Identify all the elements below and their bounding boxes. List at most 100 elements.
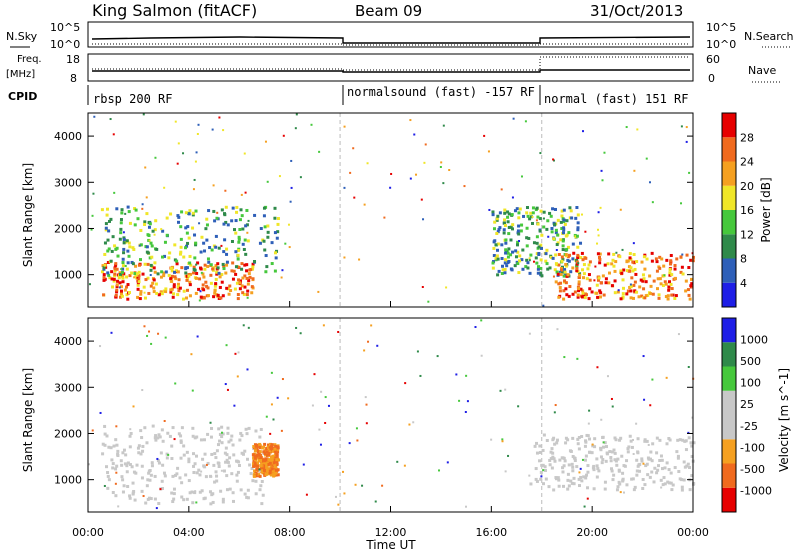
data-cell — [342, 470, 345, 473]
data-cell — [474, 326, 477, 329]
data-cell — [288, 246, 291, 249]
data-cell — [206, 264, 210, 268]
data-cell — [609, 467, 613, 471]
data-cell — [588, 450, 592, 454]
data-cell — [136, 446, 140, 450]
data-cell — [535, 219, 538, 222]
y-tick-label: 4000 — [54, 130, 82, 143]
data-cell — [115, 207, 119, 211]
data-cell — [576, 245, 580, 249]
data-cell — [570, 481, 574, 485]
cpid-strip: CPID rbsp 200 RF normalsound (fast) -157… — [8, 85, 689, 106]
data-cell — [265, 464, 269, 468]
data-cell — [674, 294, 678, 298]
data-cell — [613, 269, 617, 273]
data-cell — [264, 140, 267, 143]
data-cell — [105, 434, 109, 438]
data-cell — [175, 262, 179, 266]
data-cell — [103, 484, 106, 487]
data-cell — [593, 279, 596, 282]
data-cell — [630, 477, 634, 481]
data-cell — [121, 261, 125, 265]
data-cell — [176, 220, 180, 224]
data-cell — [503, 258, 507, 262]
data-cell — [629, 439, 633, 443]
data-cell — [215, 449, 219, 453]
data-cell — [688, 466, 692, 470]
data-cell — [220, 208, 224, 212]
data-cell — [576, 253, 580, 257]
data-cell — [112, 277, 116, 281]
data-cell — [563, 270, 567, 274]
data-cell — [515, 243, 519, 247]
data-cell — [635, 260, 639, 264]
x-tick-label: 12:00 — [375, 526, 407, 539]
data-cell — [510, 268, 514, 272]
data-cell — [552, 488, 556, 492]
data-cell — [153, 270, 157, 274]
data-cell — [214, 282, 218, 286]
data-cell — [633, 280, 637, 284]
data-cell — [670, 287, 674, 291]
data-cell — [526, 214, 530, 218]
nsky-strip: N.Sky 10^5 10^0 N.Search 10^5 10^0 — [6, 21, 794, 51]
data-cell — [202, 464, 206, 468]
data-cell — [533, 444, 537, 448]
data-cell — [146, 262, 150, 266]
data-cell — [503, 267, 507, 271]
data-cell — [226, 431, 230, 435]
data-cell — [263, 248, 267, 252]
data-cell — [627, 265, 631, 269]
data-cell — [164, 336, 167, 339]
data-cell — [612, 448, 616, 452]
data-cell — [271, 463, 275, 467]
data-cell — [568, 206, 572, 210]
data-cell — [266, 235, 270, 239]
data-cell — [231, 443, 235, 447]
data-cell — [174, 277, 178, 281]
data-cell — [370, 324, 373, 327]
data-cell — [169, 288, 173, 292]
data-cell — [106, 238, 110, 242]
data-cell — [205, 284, 209, 288]
data-cell — [210, 248, 214, 252]
data-cell — [146, 233, 150, 237]
data-cell — [643, 439, 647, 443]
data-cell — [549, 450, 553, 454]
data-cell — [140, 464, 144, 468]
data-cell — [268, 469, 272, 473]
data-cell — [664, 282, 668, 286]
data-cell — [324, 396, 327, 399]
colorbar-frame — [721, 317, 737, 513]
data-cell — [124, 453, 128, 457]
data-cell — [162, 471, 166, 475]
data-cell — [250, 285, 254, 289]
data-cell — [563, 222, 567, 226]
data-cell — [120, 268, 123, 271]
data-cell — [584, 476, 588, 480]
data-cell — [626, 289, 630, 293]
data-cell — [185, 278, 189, 282]
data-cell — [102, 293, 106, 297]
data-cell — [230, 269, 234, 273]
data-cell — [224, 446, 228, 450]
data-cell — [139, 452, 143, 456]
data-cell — [650, 470, 654, 474]
data-cell — [648, 457, 652, 461]
cpid-segment-3: normal (fast) 151 RF — [544, 92, 689, 106]
data-cell — [560, 270, 564, 274]
data-cell — [638, 469, 642, 473]
y-tick-label: 2000 — [54, 427, 82, 440]
data-cell — [113, 267, 117, 271]
data-cell — [225, 344, 228, 347]
data-cell — [663, 482, 667, 486]
data-cell — [320, 390, 323, 393]
data-cell — [276, 473, 280, 477]
data-cell — [537, 252, 541, 256]
data-cell — [202, 295, 206, 299]
data-cell — [493, 220, 497, 224]
data-cell — [667, 288, 671, 292]
data-cell — [560, 255, 564, 259]
